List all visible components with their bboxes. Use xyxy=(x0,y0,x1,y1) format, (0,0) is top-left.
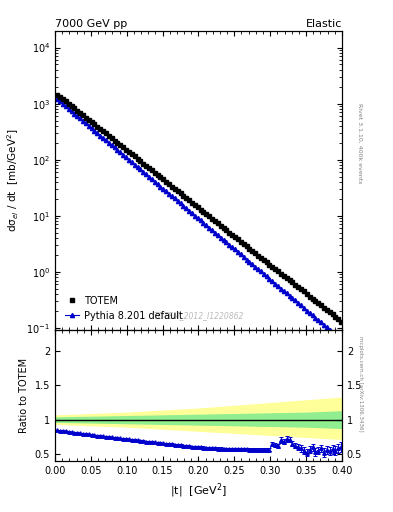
Legend: TOTEM, Pythia 8.201 default: TOTEM, Pythia 8.201 default xyxy=(60,291,188,326)
TOTEM xyxy=(55,92,59,98)
X-axis label: |t|  [GeV$^2$]: |t| [GeV$^2$] xyxy=(170,481,227,500)
Y-axis label: Ratio to TOTEM: Ratio to TOTEM xyxy=(19,358,29,433)
Pythia 8.201 default xyxy=(55,96,59,102)
Text: TOTEM_2012_I1220862: TOTEM_2012_I1220862 xyxy=(153,311,244,320)
Pythia 8.201 default xyxy=(339,336,343,343)
Pythia 8.201 default xyxy=(316,317,321,323)
Pythia 8.201 default xyxy=(109,142,114,148)
TOTEM xyxy=(121,144,125,151)
TOTEM xyxy=(201,209,206,215)
Line: TOTEM: TOTEM xyxy=(55,93,343,324)
Y-axis label: dσ$_{el}$ / dt  [mb/GeV$^2$]: dσ$_{el}$ / dt [mb/GeV$^2$] xyxy=(5,129,21,232)
Pythia 8.201 default xyxy=(121,152,125,158)
Text: mcplots.cern.ch [arXiv:1306.3436]: mcplots.cern.ch [arXiv:1306.3436] xyxy=(358,336,363,432)
TOTEM xyxy=(325,307,329,313)
Text: Elastic: Elastic xyxy=(305,18,342,29)
TOTEM xyxy=(224,227,229,233)
Pythia 8.201 default xyxy=(201,220,206,226)
TOTEM xyxy=(339,318,343,325)
Line: Pythia 8.201 default: Pythia 8.201 default xyxy=(55,97,343,342)
TOTEM xyxy=(109,135,114,141)
Text: 7000 GeV pp: 7000 GeV pp xyxy=(55,18,127,29)
Pythia 8.201 default xyxy=(224,239,229,245)
Pythia 8.201 default xyxy=(325,324,329,330)
Text: Rivet 3.1.10, 400k events: Rivet 3.1.10, 400k events xyxy=(358,103,363,184)
TOTEM xyxy=(316,300,321,306)
